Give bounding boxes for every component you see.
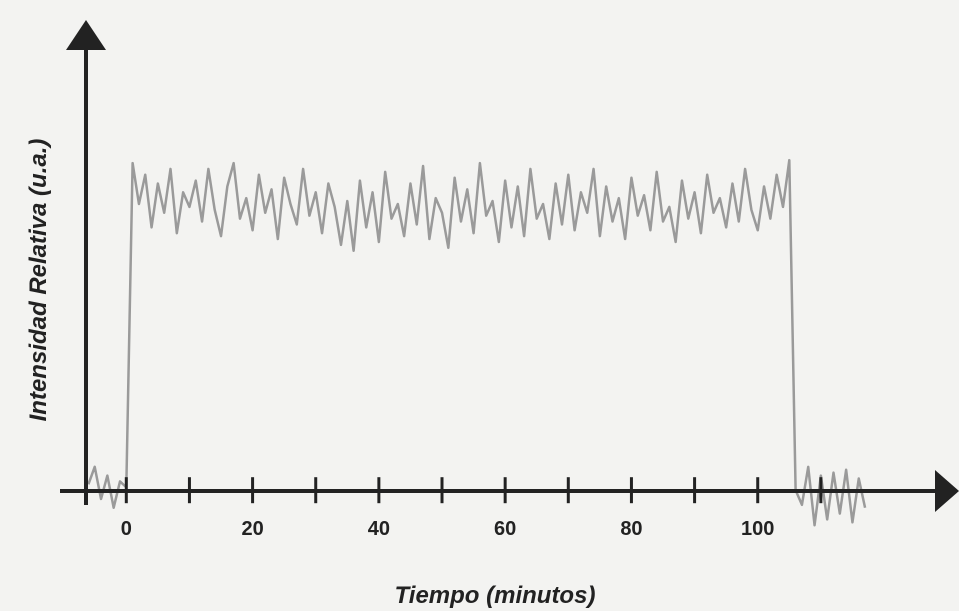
x-arrow xyxy=(935,470,959,512)
x-tick-label: 40 xyxy=(368,518,390,540)
x-tick-label: 100 xyxy=(741,518,774,540)
y-arrow xyxy=(66,20,106,50)
x-tick-label: 60 xyxy=(494,518,516,540)
x-tick-label: 80 xyxy=(620,518,642,540)
y-axis-label: Intensidad Relativa (u.a.) xyxy=(25,139,52,422)
data-line xyxy=(87,158,867,527)
x-axis-label: Tiempo (minutos) xyxy=(395,582,596,609)
x-tick-label: 20 xyxy=(241,518,263,540)
x-tick-label: 0 xyxy=(121,518,132,540)
plot xyxy=(87,158,867,527)
